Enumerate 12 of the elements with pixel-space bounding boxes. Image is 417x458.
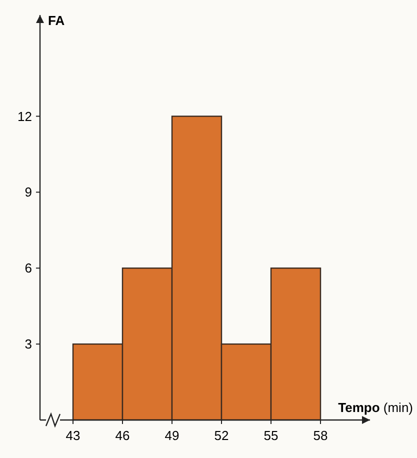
y-tick-label: 12 — [18, 108, 32, 124]
y-axis-title: FA — [48, 13, 66, 28]
x-tick-label: 52 — [214, 428, 229, 443]
y-tick-label: 6 — [24, 260, 32, 276]
y-tick-label: 9 — [24, 184, 32, 200]
x-tick-label: 49 — [164, 428, 180, 443]
x-tick-label: 43 — [66, 428, 80, 443]
x-tick-label: 58 — [313, 428, 328, 443]
x-tick-label: 46 — [115, 428, 130, 443]
x-axis-title: Tempo (min) — [338, 400, 413, 415]
y-tick-label: 3 — [24, 336, 32, 352]
x-tick-label: 55 — [264, 428, 278, 443]
